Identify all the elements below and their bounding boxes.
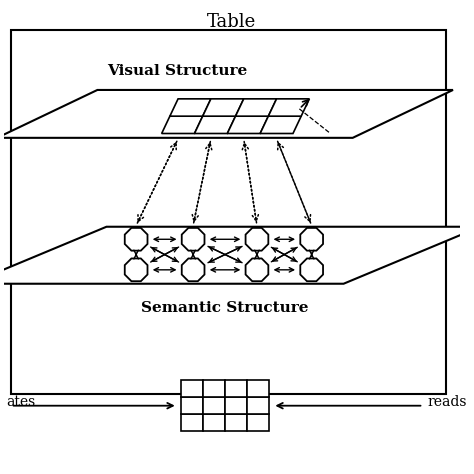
Text: Semantic Structure: Semantic Structure — [141, 301, 309, 315]
Bar — [247, 397, 269, 414]
Polygon shape — [203, 99, 244, 116]
Polygon shape — [194, 116, 236, 134]
Bar — [225, 381, 247, 397]
Polygon shape — [268, 99, 310, 116]
Text: Visual Structure: Visual Structure — [107, 64, 247, 78]
Bar — [247, 414, 269, 431]
Text: reads: reads — [428, 395, 467, 409]
Polygon shape — [125, 258, 147, 281]
Polygon shape — [260, 116, 301, 134]
Polygon shape — [301, 258, 323, 281]
Polygon shape — [246, 258, 268, 281]
Bar — [203, 381, 225, 397]
Text: Table: Table — [207, 13, 256, 31]
Polygon shape — [0, 227, 474, 284]
Bar — [181, 397, 203, 414]
Polygon shape — [182, 228, 204, 251]
Bar — [247, 381, 269, 397]
Polygon shape — [182, 258, 204, 281]
Polygon shape — [228, 116, 268, 134]
Bar — [203, 414, 225, 431]
Polygon shape — [125, 228, 147, 251]
Polygon shape — [162, 116, 203, 134]
Bar — [181, 414, 203, 431]
Bar — [11, 29, 446, 394]
Polygon shape — [246, 228, 268, 251]
Bar — [225, 414, 247, 431]
Polygon shape — [0, 90, 453, 138]
Polygon shape — [236, 99, 276, 116]
Text: ates: ates — [7, 395, 36, 409]
Bar — [181, 381, 203, 397]
Bar — [225, 397, 247, 414]
Polygon shape — [170, 99, 211, 116]
Bar — [203, 397, 225, 414]
Polygon shape — [301, 228, 323, 251]
